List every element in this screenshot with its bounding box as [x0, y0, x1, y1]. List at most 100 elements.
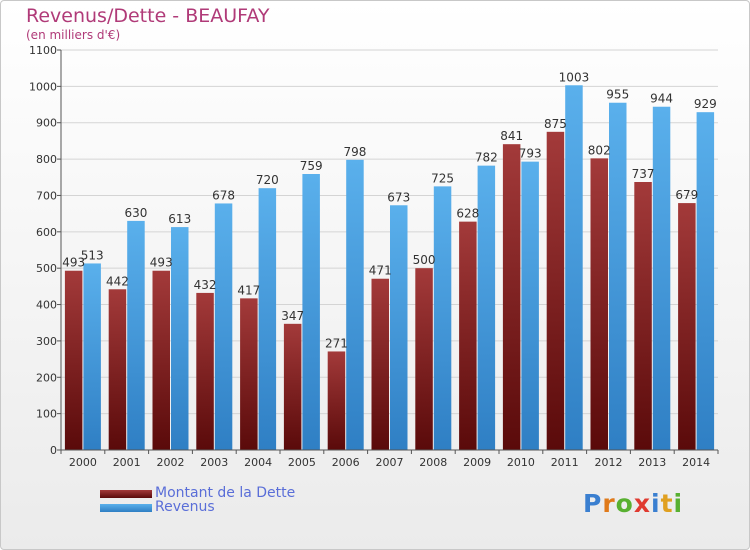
data-label-dette: 493 — [150, 256, 173, 270]
x-tick-label: 2006 — [332, 456, 360, 469]
data-label-revenus: 798 — [343, 145, 366, 159]
x-tick-label: 2001 — [113, 456, 141, 469]
bar-dette — [678, 203, 696, 450]
bar-revenus — [390, 205, 408, 450]
bar-revenus — [433, 186, 452, 450]
bar-revenus — [565, 85, 583, 450]
y-tick-label: 1100 — [29, 44, 57, 57]
bar-revenus — [652, 106, 671, 451]
bar-revenus — [302, 174, 320, 450]
logo-letter: r — [602, 489, 616, 518]
grid-lines — [61, 49, 718, 451]
bar-revenus — [83, 263, 101, 450]
bar-dette — [415, 268, 433, 450]
data-label-revenus: 944 — [650, 92, 673, 106]
y-tick-label: 0 — [50, 444, 57, 457]
bar-dette — [152, 270, 170, 450]
y-tick-label: 500 — [36, 262, 57, 275]
y-tick-label: 600 — [36, 226, 57, 239]
legend-label-dette: Montant de la Dette — [155, 485, 296, 501]
logo-letter: x — [633, 489, 651, 518]
bar-dette — [108, 289, 127, 450]
bar-dette — [327, 351, 346, 450]
y-tick-label: 100 — [36, 408, 57, 421]
bar-revenus — [609, 102, 627, 451]
data-label-revenus: 955 — [606, 88, 629, 102]
bar-dette — [590, 158, 608, 450]
bar-revenus — [696, 112, 715, 450]
legend-label-revenus: Revenus — [155, 499, 215, 515]
bar-revenus — [127, 220, 145, 450]
data-label-dette: 841 — [500, 129, 523, 143]
bar-dette — [196, 292, 214, 450]
data-label-revenus: 759 — [300, 159, 323, 173]
data-label-revenus: 678 — [212, 188, 235, 202]
bar-revenus — [214, 203, 233, 450]
bar-revenus — [521, 161, 539, 451]
bars — [64, 85, 715, 451]
bar-dette — [240, 298, 258, 450]
x-tick-label: 2007 — [376, 456, 404, 469]
bar-dette — [634, 182, 652, 450]
data-label-revenus: 782 — [475, 151, 498, 165]
y-tick-label: 400 — [36, 299, 57, 312]
data-label-revenus: 630 — [124, 206, 147, 220]
bar-dette — [64, 270, 83, 450]
data-label-dette: 347 — [281, 309, 304, 323]
data-label-dette: 442 — [106, 274, 129, 288]
chart-title: Revenus/Dette - BEAUFAY — [26, 5, 270, 27]
x-tick-label: 2009 — [463, 456, 491, 469]
data-label-revenus: 793 — [519, 147, 542, 161]
x-tick-label: 2003 — [200, 456, 228, 469]
bar-revenus — [477, 165, 496, 451]
bar-dette — [283, 323, 302, 450]
x-tick-label: 2002 — [157, 456, 185, 469]
logo-letter: t — [660, 489, 674, 518]
y-tick-label: 700 — [36, 189, 57, 202]
y-tick-label: 1000 — [29, 80, 57, 93]
data-label-dette: 432 — [194, 278, 217, 292]
bar-dette — [502, 144, 521, 450]
bar-dette — [546, 131, 565, 450]
y-tick-label: 800 — [36, 153, 57, 166]
data-label-dette: 500 — [413, 253, 436, 267]
bar-dette — [459, 221, 477, 450]
x-tick-label: 2013 — [638, 456, 666, 469]
y-tick-label: 900 — [36, 117, 57, 130]
logo-letter: i — [651, 489, 661, 518]
data-label-dette: 802 — [588, 143, 611, 157]
data-label-revenus: 929 — [694, 97, 717, 111]
data-label-dette: 271 — [325, 336, 348, 350]
bar-dette — [371, 278, 389, 450]
data-labels: 4935134426304936134326784177203477592717… — [62, 70, 717, 350]
logo-letter: P — [583, 489, 603, 518]
data-label-revenus: 673 — [387, 190, 410, 204]
x-tick-label: 2014 — [682, 456, 710, 469]
x-tick-label: 2008 — [419, 456, 447, 469]
chart-subtitle: (en milliers d'€) — [26, 28, 121, 42]
x-tick-label: 2012 — [595, 456, 623, 469]
data-label-dette: 471 — [369, 264, 392, 278]
data-label-dette: 417 — [237, 283, 260, 297]
data-label-revenus: 1003 — [559, 70, 590, 84]
bar-revenus — [258, 188, 277, 450]
data-label-dette: 679 — [675, 188, 698, 202]
data-label-revenus: 725 — [431, 171, 454, 185]
x-tick-label: 2000 — [69, 456, 97, 469]
bar-revenus — [171, 227, 189, 450]
data-label-revenus: 613 — [168, 212, 191, 226]
axes: 0 100 200 300 400 500 600 700 800 900 1000 1100 2000… — [29, 44, 719, 469]
x-tick-label: 2005 — [288, 456, 316, 469]
x-tick-label: 2004 — [244, 456, 272, 469]
logo-letter: o — [615, 489, 634, 518]
legend-swatch-revenus — [100, 504, 152, 512]
data-label-dette: 737 — [632, 167, 655, 181]
y-tick-label: 300 — [36, 335, 57, 348]
data-label-revenus: 513 — [81, 248, 104, 262]
data-label-dette: 875 — [544, 117, 567, 131]
data-label-dette: 493 — [62, 256, 85, 270]
bar-revenus — [346, 159, 364, 450]
legend-swatch-dette — [100, 490, 152, 498]
y-tick-label: 200 — [36, 371, 57, 384]
